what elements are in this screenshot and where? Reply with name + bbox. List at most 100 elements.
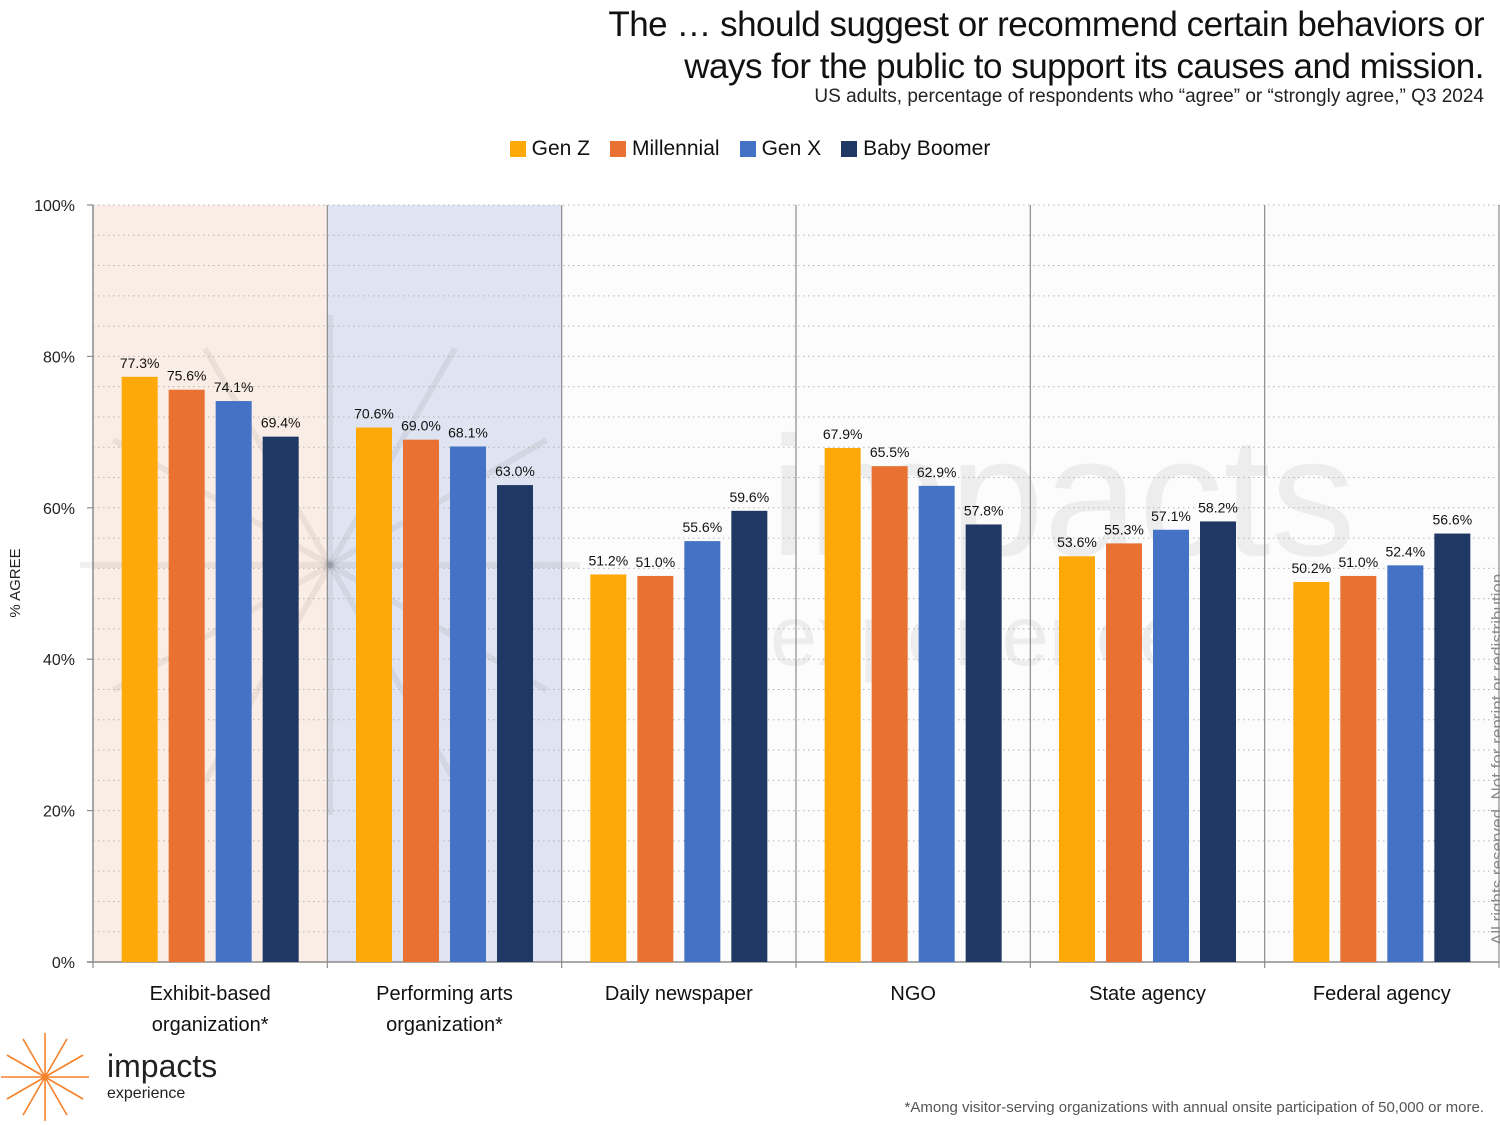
y-tick-label: 100%: [34, 198, 75, 215]
y-axis-label: % AGREE: [7, 548, 24, 617]
data-label: 56.6%: [1432, 512, 1472, 528]
data-label: 74.1%: [214, 379, 254, 395]
bar: [1293, 581, 1330, 962]
data-label: 58.2%: [1198, 499, 1238, 515]
logo-ray: [22, 1038, 46, 1078]
data-label: 51.2%: [588, 552, 628, 568]
x-tick-label-line: Performing arts: [376, 983, 513, 1005]
data-label: 69.0%: [401, 418, 441, 434]
y-tick-label: 20%: [43, 804, 75, 821]
bar: [1340, 575, 1377, 962]
data-label: 59.6%: [729, 489, 769, 505]
bar: [1153, 529, 1189, 962]
logo-ray: [44, 1038, 68, 1078]
logo-ray: [22, 1076, 46, 1116]
impacts-starburst-logo-icon: [1, 1033, 89, 1121]
legend-item-gen-x[interactable]: Gen X: [739, 137, 822, 161]
bar: [168, 389, 205, 962]
legend-swatch: [841, 141, 858, 157]
bar: [731, 510, 768, 962]
x-tick-label-line: State agency: [1089, 983, 1206, 1005]
legend-swatch: [509, 141, 526, 157]
x-tick-label-line: organization*: [386, 1014, 503, 1036]
copyright-watermark: All rights reserved. Not for reprint or …: [1488, 568, 1500, 945]
data-label: 70.6%: [354, 406, 394, 422]
legend-item-millennial[interactable]: Millennial: [610, 137, 720, 161]
data-label: 53.6%: [1057, 534, 1097, 550]
legend: Gen Z Millennial Gen X Baby Boomer: [0, 137, 1500, 161]
footnote: *Among visitor-serving organizations wit…: [904, 1099, 1484, 1116]
data-label: 69.4%: [261, 415, 301, 431]
bar: [403, 439, 439, 962]
data-label: 55.6%: [682, 519, 722, 535]
x-tick-label: NGO: [890, 983, 936, 1005]
x-tick-label-line: organization*: [152, 1014, 269, 1036]
bar: [1387, 565, 1424, 962]
data-label: 68.1%: [448, 424, 488, 440]
data-label: 57.8%: [964, 502, 1004, 518]
bar: [965, 524, 1002, 962]
axes: 0% 20% 40% 60% 80% 100% Exhibit-based organizat…: [34, 198, 1500, 1036]
y-tick-label: 40%: [43, 652, 75, 669]
legend-label: Millennial: [632, 137, 720, 160]
data-label: 55.3%: [1104, 521, 1144, 537]
bar: [1200, 521, 1236, 962]
title-line-2: ways for the public to support its cause…: [684, 47, 1484, 86]
data-label: 62.9%: [917, 464, 957, 480]
data-labels: 77.3% 70.6% 51.2% 67.9% 53.6% 50.2% 75.6% 69.0%…: [120, 355, 1472, 576]
data-label: 51.0%: [635, 554, 675, 570]
legend-swatch: [739, 141, 756, 157]
bar: [590, 574, 627, 962]
bar: [215, 401, 252, 962]
legend-item-gen-z[interactable]: Gen Z: [509, 137, 591, 161]
bar: [918, 485, 955, 962]
data-label: 75.6%: [167, 368, 207, 384]
data-label: 52.4%: [1385, 543, 1425, 559]
data-label: 77.3%: [120, 355, 160, 371]
bars: [121, 376, 1471, 963]
legend-item-baby-boomer[interactable]: Baby Boomer: [841, 137, 990, 161]
data-label: 50.2%: [1291, 560, 1331, 576]
x-tick-label: Performing arts organization*: [376, 983, 513, 1036]
x-tick-label-line: Federal agency: [1313, 983, 1451, 1005]
bar: [121, 376, 158, 962]
legend-label: Gen Z: [531, 137, 591, 160]
logo-ray: [44, 1076, 68, 1116]
x-tick-label: Federal agency: [1313, 983, 1451, 1005]
legend-swatch: [610, 141, 627, 157]
bar: [1106, 543, 1142, 962]
logo-wordmark: impacts: [107, 1048, 218, 1084]
logo-ray: [6, 1076, 46, 1100]
legend-label: Gen X: [761, 137, 822, 160]
bar: [356, 427, 392, 963]
bar: [824, 447, 861, 962]
x-tick-label: Daily newspaper: [605, 983, 753, 1005]
bar: [637, 575, 674, 962]
bar: [497, 485, 533, 962]
x-tick-label-line: Exhibit-based: [150, 983, 271, 1005]
title-line-1: The … should suggest or recommend certai…: [608, 5, 1484, 44]
bar: [450, 446, 486, 962]
y-tick-label: 60%: [43, 501, 75, 518]
data-label: 63.0%: [495, 463, 535, 479]
y-tick-label: 0%: [52, 955, 75, 972]
bar: [684, 541, 721, 962]
bar: [262, 436, 299, 963]
logo-ray: [44, 1076, 84, 1100]
data-label: 51.0%: [1338, 554, 1378, 570]
y-tick-label: 80%: [43, 349, 75, 366]
bar: [871, 466, 908, 962]
x-tick-label-line: NGO: [890, 983, 936, 1005]
watermark-ray: [327, 346, 458, 567]
x-tick-label: Exhibit-based organization*: [150, 983, 271, 1036]
logo-ray: [44, 1054, 84, 1078]
legend-label: Baby Boomer: [863, 137, 991, 160]
data-label: 65.5%: [870, 444, 910, 460]
bar: [1059, 556, 1095, 962]
x-tick-label: State agency: [1089, 983, 1206, 1005]
data-label: 67.9%: [823, 426, 863, 442]
x-tick-label-line: Daily newspaper: [605, 983, 753, 1005]
data-label: 57.1%: [1151, 508, 1191, 524]
bar: [1434, 533, 1471, 962]
